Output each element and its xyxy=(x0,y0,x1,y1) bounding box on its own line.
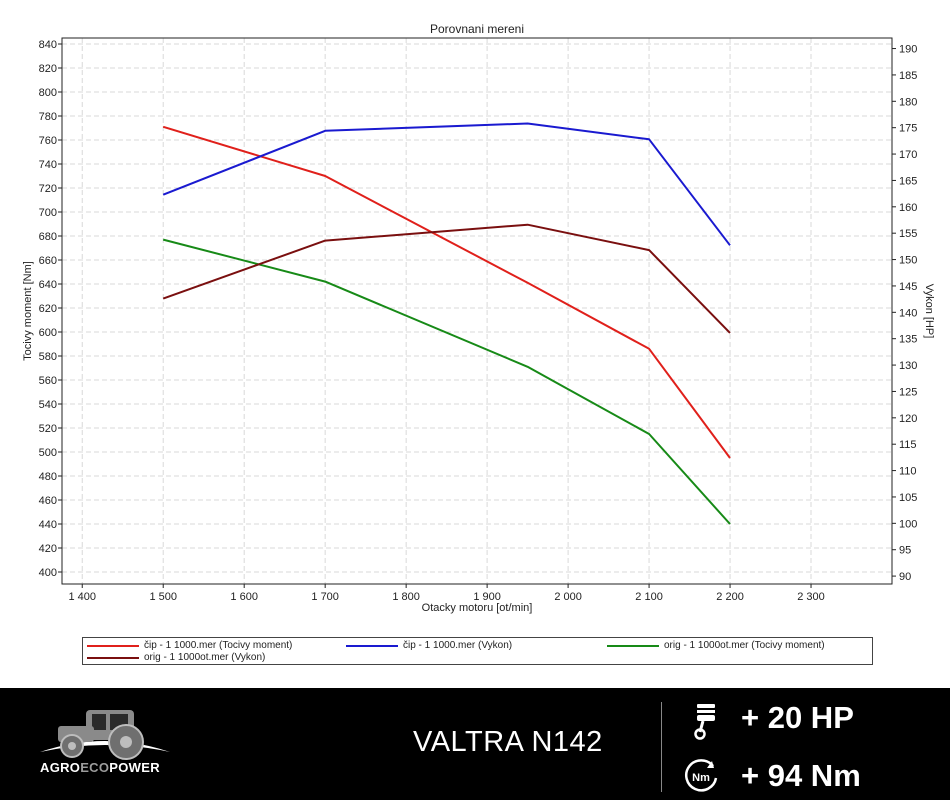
x-tick-label: 1 800 xyxy=(392,591,420,603)
series-line-3 xyxy=(162,238,731,525)
y2-tick-label: 190 xyxy=(899,44,917,56)
y2-tick-label: 150 xyxy=(899,255,917,267)
series xyxy=(162,122,731,525)
y2-tick-label: 140 xyxy=(899,307,917,319)
y2-tick-label: 130 xyxy=(899,360,917,372)
y-axis-title: Tocivy moment [Nm] xyxy=(22,261,34,361)
y2-tick-label: 95 xyxy=(899,545,911,557)
grid xyxy=(62,38,892,584)
brand-agro: AGRO xyxy=(40,760,81,775)
y-tick-label: 800 xyxy=(39,87,57,99)
x-tick-label: 2 000 xyxy=(554,591,582,603)
y2-tick-label: 100 xyxy=(899,518,917,530)
x-axis-title: Otacky motoru [ot/min] xyxy=(422,602,533,614)
legend-label: orig - 1 1000ot.mer (Vykon) xyxy=(144,652,266,663)
y2-tick-label: 110 xyxy=(899,466,917,478)
series-line-2 xyxy=(162,122,731,246)
y2-tick-label: 170 xyxy=(899,149,917,161)
legend-item-series-3: orig - 1 1000ot.mer (Tocivy moment) xyxy=(607,640,825,651)
y-tick-label: 400 xyxy=(39,567,57,579)
legend-item-series-1: čip - 1 1000.mer (Tocivy moment) xyxy=(87,640,292,651)
y-tick-label: 820 xyxy=(39,63,57,75)
y-tick-label: 840 xyxy=(39,39,57,51)
series-line-1 xyxy=(162,125,731,459)
y2-tick-label: 125 xyxy=(899,386,917,398)
y-tick-label: 440 xyxy=(39,519,57,531)
legend-swatch xyxy=(346,644,398,647)
chart-title: Porovnani mereni xyxy=(430,22,524,36)
y-tick-label: 480 xyxy=(39,471,57,483)
y-tick-label: 780 xyxy=(39,111,57,123)
x-tick-label: 1 700 xyxy=(311,591,339,603)
x-tick-label: 1 500 xyxy=(149,591,177,603)
y2-tick-label: 160 xyxy=(899,202,917,214)
y2-tick-label: 175 xyxy=(899,123,917,135)
legend-swatch xyxy=(87,656,139,659)
x-tick-label: 1 400 xyxy=(68,591,96,603)
power-gain: + 20 HP xyxy=(741,700,854,735)
y2-tick-label: 165 xyxy=(899,175,917,187)
legend-label: čip - 1 1000.mer (Tocivy moment) xyxy=(144,640,293,651)
tractor-model: VALTRA N142 xyxy=(413,726,603,758)
legend-swatch xyxy=(607,644,659,647)
y-tick-label: 640 xyxy=(39,279,57,291)
y2-tick-label: 180 xyxy=(899,96,917,108)
y2-tick-label: 105 xyxy=(899,492,917,504)
plot-area-frame xyxy=(61,37,893,585)
x-tick-label: 2 200 xyxy=(716,591,744,603)
x-tick-label: 2 100 xyxy=(635,591,663,603)
y2-tick-label: 155 xyxy=(899,228,917,240)
torque-gauge-icon: Nm xyxy=(685,759,718,792)
y-tick-label: 680 xyxy=(39,231,57,243)
right-axis: 90 95 100 105 110 115 120 125 130 135 140 145 150 155… xyxy=(892,44,917,583)
y-tick-label: 700 xyxy=(39,207,57,219)
x-tick-label: 2 300 xyxy=(797,591,825,603)
y2-tick-label: 145 xyxy=(899,281,917,293)
x-tick-label: 1 900 xyxy=(473,591,501,603)
brand-logo-text: AGROECOPOWER xyxy=(40,760,160,775)
legend-item-series-4: orig - 1 1000ot.mer (Vykon) xyxy=(87,652,265,663)
y2-tick-label: 185 xyxy=(899,70,917,82)
series-line-4 xyxy=(162,223,731,334)
y2-tick-label: 115 xyxy=(899,439,917,451)
y-tick-label: 580 xyxy=(39,351,57,363)
legend-item-series-2: čip - 1 1000.mer (Vykon) xyxy=(346,640,512,651)
legend: čip - 1 1000.mer (Tocivy moment) čip - 1… xyxy=(82,637,873,665)
y-tick-label: 740 xyxy=(39,159,57,171)
footer-banner: AGROECOPOWER VALTRA N142 + 20 HP Nm + 94… xyxy=(0,688,950,800)
y-tick-label: 460 xyxy=(39,495,57,507)
y-tick-label: 520 xyxy=(39,423,57,435)
y-tick-label: 760 xyxy=(39,135,57,147)
left-axis: 400 420 440 460 480 500 520 540 560 580 600 620 640 6… xyxy=(39,39,62,579)
y2-tick-label: 135 xyxy=(899,334,917,346)
piston-icon xyxy=(694,704,715,740)
y2-tick-label: 90 xyxy=(899,571,911,583)
legend-label: čip - 1 1000.mer (Vykon) xyxy=(403,640,513,651)
y-tick-label: 600 xyxy=(39,327,57,339)
y-tick-label: 660 xyxy=(39,255,57,267)
tractor-icon xyxy=(40,710,170,760)
y-tick-label: 620 xyxy=(39,303,57,315)
footer-divider xyxy=(661,702,662,792)
y-tick-label: 420 xyxy=(39,543,57,555)
chart: Porovnani mereni 400 420 440 460 480 500 520 54… xyxy=(22,22,935,614)
y2-axis-title: Vykon [HP] xyxy=(923,284,935,339)
torque-icon-label: Nm xyxy=(692,772,710,784)
legend-label: orig - 1 1000ot.mer (Tocivy moment) xyxy=(664,640,825,651)
y-tick-label: 540 xyxy=(39,399,57,411)
y2-tick-label: 120 xyxy=(899,413,917,425)
torque-gain: + 94 Nm xyxy=(741,758,861,793)
y-tick-label: 720 xyxy=(39,183,57,195)
y-tick-label: 500 xyxy=(39,447,57,459)
legend-swatch xyxy=(87,644,139,647)
brand-eco: ECO xyxy=(80,760,110,775)
x-tick-label: 1 600 xyxy=(230,591,258,603)
brand-power: POWER xyxy=(109,760,160,775)
x-axis: 1 400 1 500 1 600 1 700 1 800 1 900 2 000 2 100… xyxy=(68,584,825,603)
y-tick-label: 560 xyxy=(39,375,57,387)
